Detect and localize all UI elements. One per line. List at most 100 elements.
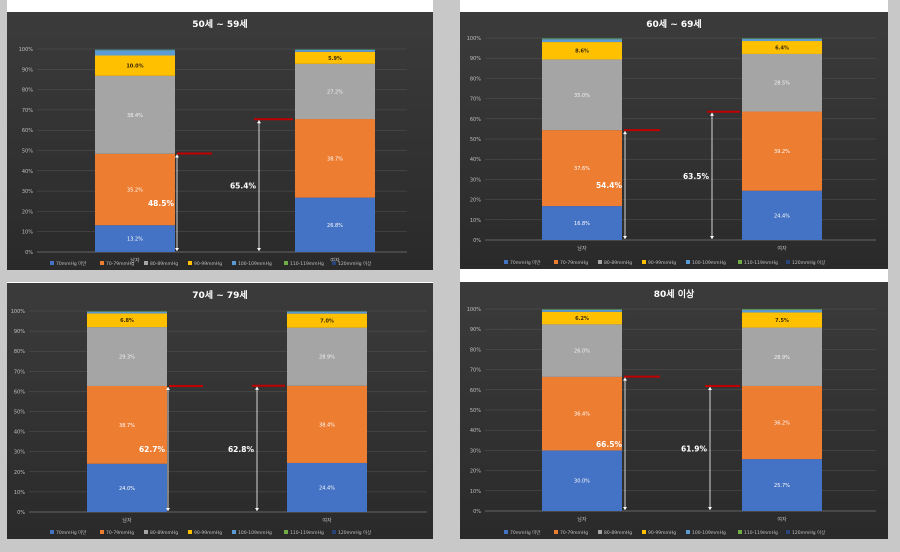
legend-label: 70-79mmHg <box>560 530 588 536</box>
annotation-value: 54.4% <box>596 181 623 190</box>
bar-segment <box>542 309 622 310</box>
legend-swatch <box>188 530 192 534</box>
x-tick-label: 여자 <box>777 516 787 523</box>
bar-segment <box>742 41 822 54</box>
data-label: 24.4% <box>774 213 790 219</box>
bar-segment <box>542 59 622 131</box>
y-tick-label: 10% <box>470 489 481 495</box>
arrow-head-top <box>710 112 714 116</box>
bar-segment <box>542 130 622 207</box>
legend-label: 70mmHg 미만 <box>56 260 86 267</box>
chart-title: 70세 ~ 79세 <box>192 289 247 301</box>
y-tick-label: 60% <box>22 128 33 134</box>
data-label: 30.0% <box>574 479 590 485</box>
bar-segment <box>87 385 167 464</box>
legend-swatch <box>598 530 602 534</box>
annotation-value: 61.9% <box>681 444 708 453</box>
y-tick-label: 40% <box>470 428 481 434</box>
y-tick-label: 70% <box>470 368 481 374</box>
chart-title: 50세 ~ 59세 <box>192 18 247 30</box>
x-tick-label: 여자 <box>330 257 340 264</box>
y-tick-label: 80% <box>470 347 481 353</box>
legend-label: 80-89mmHg <box>604 530 632 536</box>
bar-segment <box>295 119 375 198</box>
legend-label: 70-79mmHg <box>106 261 134 267</box>
data-label: 38.7% <box>119 423 135 429</box>
y-tick-label: 40% <box>22 169 33 175</box>
y-tick-label: 90% <box>470 327 481 333</box>
legend-swatch <box>284 261 288 265</box>
legend-swatch <box>100 261 104 265</box>
y-tick-label: 80% <box>14 349 25 355</box>
bar-segment <box>95 55 175 76</box>
bar-segment <box>742 38 822 40</box>
legend-label: 70mmHg 미만 <box>510 259 540 266</box>
y-tick-label: 50% <box>14 410 25 416</box>
chart-panel-70s: 70세 ~ 79세 0% 10% 20% 30% 40% 50% 60% 70% 80% 90% 10… <box>7 283 433 539</box>
data-label: 26.0% <box>574 349 590 355</box>
data-label: 35.2% <box>127 187 143 193</box>
legend-swatch <box>504 530 508 534</box>
legend-label: 100-109mmHg <box>238 530 272 536</box>
legend-swatch <box>100 530 104 534</box>
x-tick-label: 여자 <box>322 517 332 524</box>
row-gap-left <box>0 270 440 282</box>
bar-segment <box>742 111 822 191</box>
bar-segment <box>742 310 822 313</box>
legend-swatch <box>504 260 508 264</box>
data-label: 26.8% <box>327 223 343 229</box>
data-label: 5.9% <box>328 56 342 62</box>
arrow-head-bottom <box>255 508 259 511</box>
legend-swatch <box>786 260 790 264</box>
y-tick-label: 70% <box>470 97 481 103</box>
data-label: 28.5% <box>774 81 790 87</box>
bar-segment <box>95 153 175 226</box>
y-tick-label: 0% <box>25 250 33 256</box>
data-label: 8.6% <box>575 49 589 55</box>
bar-segment <box>95 75 175 154</box>
legend-label: 120mmHg 이상 <box>792 259 825 266</box>
arrow-head-top <box>255 386 259 390</box>
x-tick-label: 여자 <box>777 245 787 252</box>
bar-segment <box>87 311 167 314</box>
arrow-head-top <box>708 386 712 390</box>
y-tick-label: 30% <box>14 450 25 456</box>
y-tick-label: 10% <box>470 218 481 224</box>
legend-swatch <box>50 530 54 534</box>
legend-label: 100-109mmHg <box>238 261 272 267</box>
legend-label: 90-99mmHg <box>648 260 676 266</box>
bar-segment <box>542 206 622 240</box>
legend-swatch <box>332 261 336 265</box>
legend-swatch <box>144 530 148 534</box>
bar-segment <box>742 53 822 112</box>
arrow-head-top <box>166 386 170 390</box>
legend-swatch <box>738 530 742 534</box>
annotation-value: 62.7% <box>139 445 166 454</box>
bar-segment <box>287 311 367 314</box>
y-tick-label: 60% <box>470 117 481 123</box>
bar-segment <box>87 311 167 312</box>
y-tick-label: 10% <box>22 230 33 236</box>
data-label: 6.8% <box>120 318 134 324</box>
legend-label: 90-99mmHg <box>648 530 676 536</box>
y-tick-label: 90% <box>14 329 25 335</box>
legend-label: 120mmHg 이상 <box>792 529 825 536</box>
data-label: 24.0% <box>119 486 135 492</box>
legend-label: 90-99mmHg <box>194 261 222 267</box>
legend-label: 70-79mmHg <box>106 530 134 536</box>
data-label: 38.7% <box>327 156 343 162</box>
data-label: 38.4% <box>319 422 335 428</box>
arrow-head-bottom <box>710 236 714 239</box>
chart-svg: 60세 ~ 69세 0% 10% 20% 30% 40% 50% 60% 70% 80% 90% 10… <box>467 18 876 266</box>
y-tick-label: 100% <box>467 36 482 42</box>
legend-label: 110-119mmHg <box>744 260 778 266</box>
bar-segment <box>742 459 822 511</box>
arrow-head-bottom <box>257 248 261 251</box>
y-tick-label: 20% <box>14 470 25 476</box>
legend-swatch <box>144 261 148 265</box>
y-tick-label: 40% <box>470 157 481 163</box>
legend-label: 90-99mmHg <box>194 530 222 536</box>
chart-panel-50s: 50세 ~ 59세 0% 10% 20% 30% 40% 50% 60% 70% 80% 90% 10… <box>7 12 433 270</box>
y-tick-label: 10% <box>14 490 25 496</box>
bar-segment <box>742 312 822 328</box>
